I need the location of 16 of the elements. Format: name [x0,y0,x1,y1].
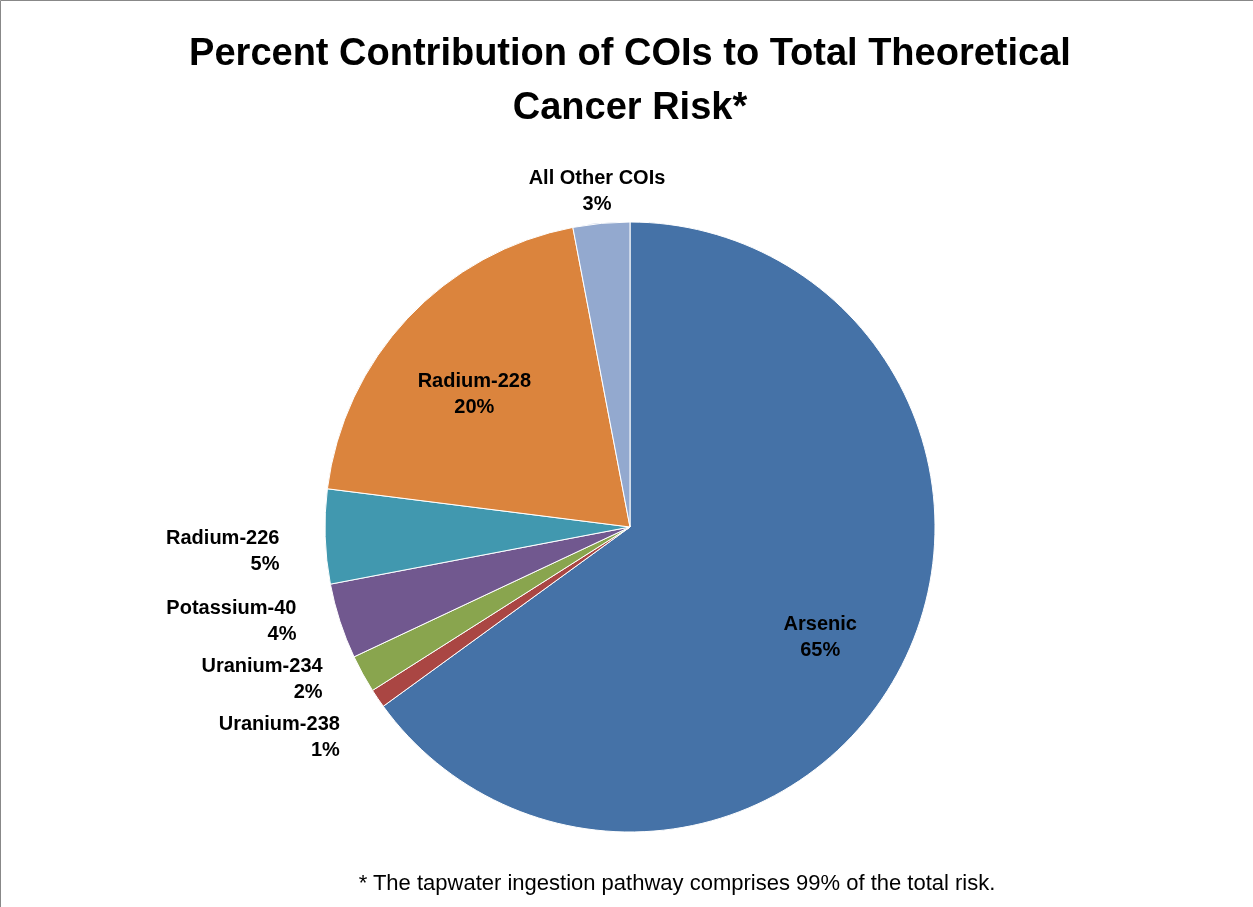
slice-label: Potassium-40 [166,596,297,619]
text: * The tapwater ingestion pathway comprises 99% of the total risk. [358,870,996,895]
data-label: 5% [250,552,280,575]
data-label: 3% [582,191,612,214]
slice-label: Uranium-234 [201,654,324,677]
chart-title: Percent Contribution of COIs to Total Theoretical Cancer Risk* [189,31,1071,127]
slice-label: Arsenic [783,611,857,634]
slice-label: All Other COIs [528,165,666,188]
slice-label: Radium-228 [417,368,532,391]
data-label: 1% [311,738,341,761]
data-label: 20% [454,394,495,417]
slice-label: Uranium-238 [218,712,340,735]
data-label: 4% [267,622,297,645]
data-label: 65% [800,637,841,660]
data-label: 2% [293,680,323,703]
slice-label: Radium-226 [166,526,280,549]
